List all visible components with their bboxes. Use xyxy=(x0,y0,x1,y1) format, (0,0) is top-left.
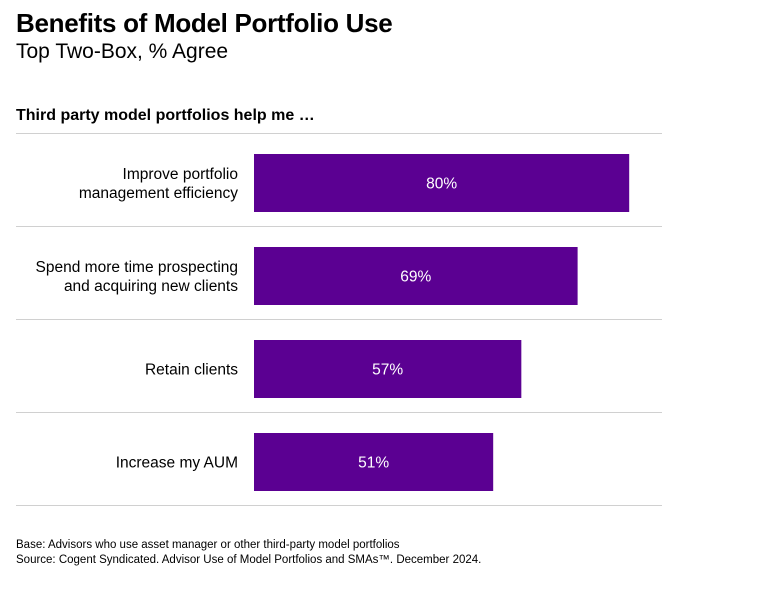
category-label-1: Improve portfolio management efficiency xyxy=(79,166,238,202)
value-label-2: 69% xyxy=(400,269,431,286)
category-label-line: and acquiring new clients xyxy=(64,278,238,295)
category-label-4: Increase my AUM xyxy=(116,455,238,472)
question-label: Third party model portfolios help me … xyxy=(16,107,315,124)
chart-subtitle: Top Two-Box, % Agree xyxy=(16,40,229,63)
category-label-line: Retain clients xyxy=(145,362,238,379)
chart-title: Benefits of Model Portfolio Use xyxy=(16,8,393,38)
category-label-3: Retain clients xyxy=(145,362,238,379)
bar-1 xyxy=(254,154,630,212)
value-label-4: 51% xyxy=(358,455,389,472)
bar-3 xyxy=(254,340,522,398)
category-label-line: management efficiency xyxy=(79,185,238,202)
bar-4 xyxy=(254,433,494,491)
category-label-line: Improve portfolio xyxy=(123,166,238,183)
footnotes: Base: Advisors who use asset manager or … xyxy=(16,538,481,568)
value-label-1: 80% xyxy=(426,176,457,193)
category-label-line: Increase my AUM xyxy=(116,455,238,472)
footnote-base: Base: Advisors who use asset manager or … xyxy=(16,539,400,551)
footnote-source: Source: Cogent Syndicated. Advisor Use o… xyxy=(16,554,482,566)
value-label-3: 57% xyxy=(372,362,403,379)
category-label-2: Spend more time prospecting and acquiring… xyxy=(36,259,239,295)
category-label-line: Spend more time prospecting xyxy=(36,259,238,276)
bar-2 xyxy=(254,247,578,305)
